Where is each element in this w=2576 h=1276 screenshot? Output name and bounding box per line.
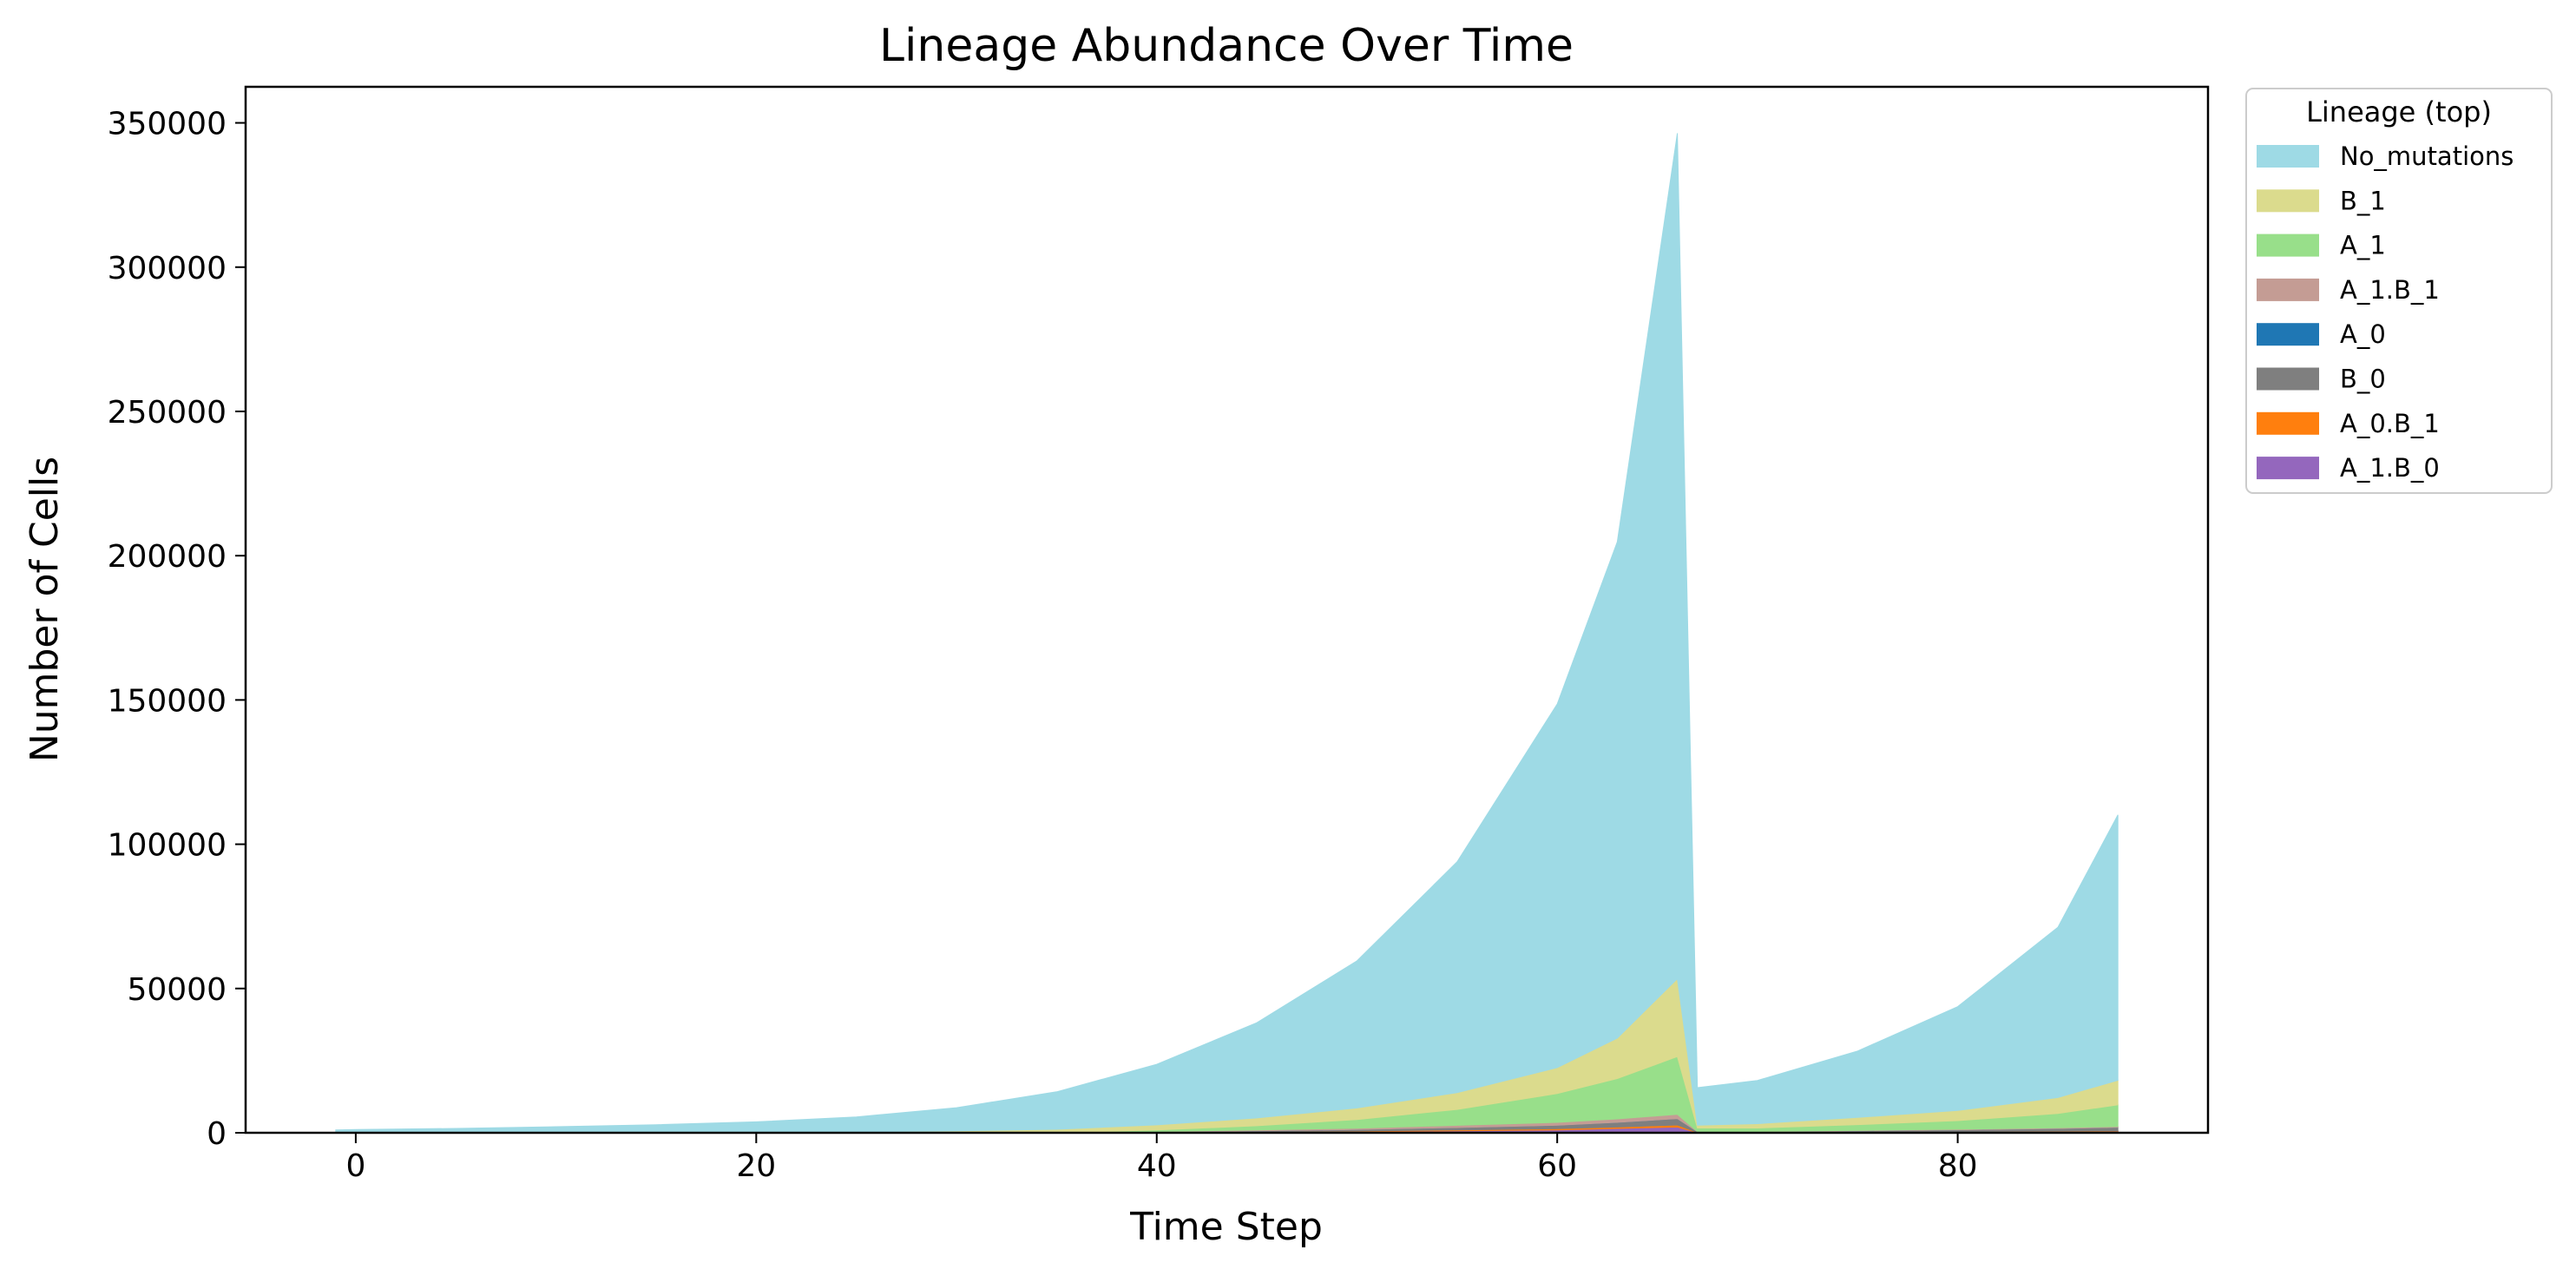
legend-swatch [2257,411,2319,435]
x-tick-label: 60 [1537,1148,1577,1184]
y-axis-title: Number of Cells [23,457,67,762]
legend-swatch [2257,233,2319,257]
legend-label: A_0 [2340,319,2386,349]
x-axis: 0 20 40 60 80 [345,1133,1978,1184]
y-axis: 0 50000 100000 150000 200000 250000 300000 3500… [108,107,246,1152]
y-tick-label: 0 [207,1116,227,1152]
legend-label: B_0 [2340,365,2386,394]
legend-frame [2245,88,2553,494]
y-tick-label: 50000 [127,972,227,1008]
area-no-mutations [335,133,2119,1134]
legend-swatch [2257,457,2319,480]
x-tick-label: 40 [1137,1148,1177,1184]
x-axis-title: Time Step [1129,1205,1323,1249]
y-tick-label: 100000 [108,828,227,864]
legend-label: A_1.B_0 [2340,453,2440,483]
legend-label: No_mutations [2340,141,2514,171]
legend-swatch [2257,323,2319,346]
x-tick-label: 0 [345,1148,365,1184]
legend-label: B_1 [2340,186,2386,215]
legend-label: A_1 [2340,231,2386,260]
legend-swatch [2257,367,2319,391]
chart-title: Lineage Abundance Over Time [879,20,1574,72]
legend-swatch [2257,145,2319,168]
legend-label: A_0.B_1 [2340,409,2440,438]
y-tick-label: 350000 [108,107,227,142]
legend-items: No_mutations B_1 A_1 A_1.B_1 A_0 B_0 A_0.B_1 A_… [2257,141,2514,483]
y-tick-label: 250000 [108,395,227,431]
legend-swatch [2257,189,2319,213]
x-tick-label: 20 [736,1148,776,1184]
y-tick-label: 200000 [108,539,227,575]
legend-swatch [2257,278,2319,301]
y-tick-label: 300000 [108,251,227,286]
legend-title: Lineage (top) [2306,95,2492,128]
plot-area [335,133,2119,1134]
y-tick-label: 150000 [108,683,227,719]
x-tick-label: 80 [1938,1148,1978,1184]
plot-frame [244,85,2210,1135]
legend-label: A_1.B_1 [2340,275,2440,305]
legend: Lineage (top) No_mutations B_1 A_1 A_1.B_1 A… [2245,88,2553,494]
